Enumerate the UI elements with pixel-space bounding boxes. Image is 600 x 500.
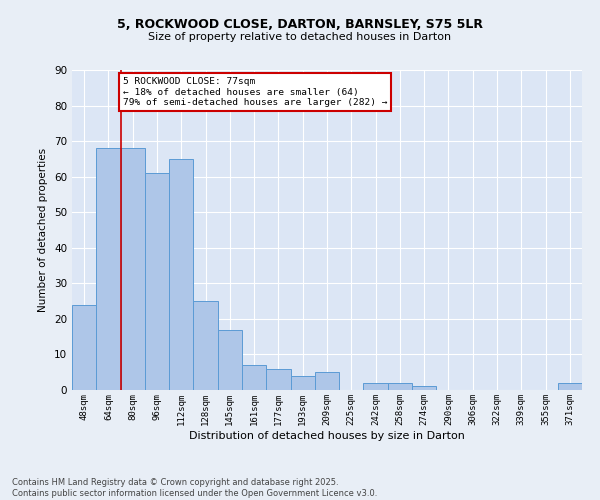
- Bar: [218, 330, 242, 390]
- Bar: [72, 304, 96, 390]
- Bar: [169, 159, 193, 390]
- Text: Contains HM Land Registry data © Crown copyright and database right 2025.
Contai: Contains HM Land Registry data © Crown c…: [12, 478, 377, 498]
- X-axis label: Distribution of detached houses by size in Darton: Distribution of detached houses by size …: [189, 430, 465, 440]
- Bar: [96, 148, 121, 390]
- Y-axis label: Number of detached properties: Number of detached properties: [38, 148, 49, 312]
- Bar: [193, 301, 218, 390]
- Bar: [412, 386, 436, 390]
- Bar: [121, 148, 145, 390]
- Bar: [388, 383, 412, 390]
- Text: 5, ROCKWOOD CLOSE, DARTON, BARNSLEY, S75 5LR: 5, ROCKWOOD CLOSE, DARTON, BARNSLEY, S75…: [117, 18, 483, 30]
- Text: Size of property relative to detached houses in Darton: Size of property relative to detached ho…: [148, 32, 452, 42]
- Bar: [558, 383, 582, 390]
- Bar: [290, 376, 315, 390]
- Text: 5 ROCKWOOD CLOSE: 77sqm
← 18% of detached houses are smaller (64)
79% of semi-de: 5 ROCKWOOD CLOSE: 77sqm ← 18% of detache…: [123, 77, 388, 107]
- Bar: [266, 368, 290, 390]
- Bar: [242, 365, 266, 390]
- Bar: [364, 383, 388, 390]
- Bar: [315, 372, 339, 390]
- Bar: [145, 173, 169, 390]
